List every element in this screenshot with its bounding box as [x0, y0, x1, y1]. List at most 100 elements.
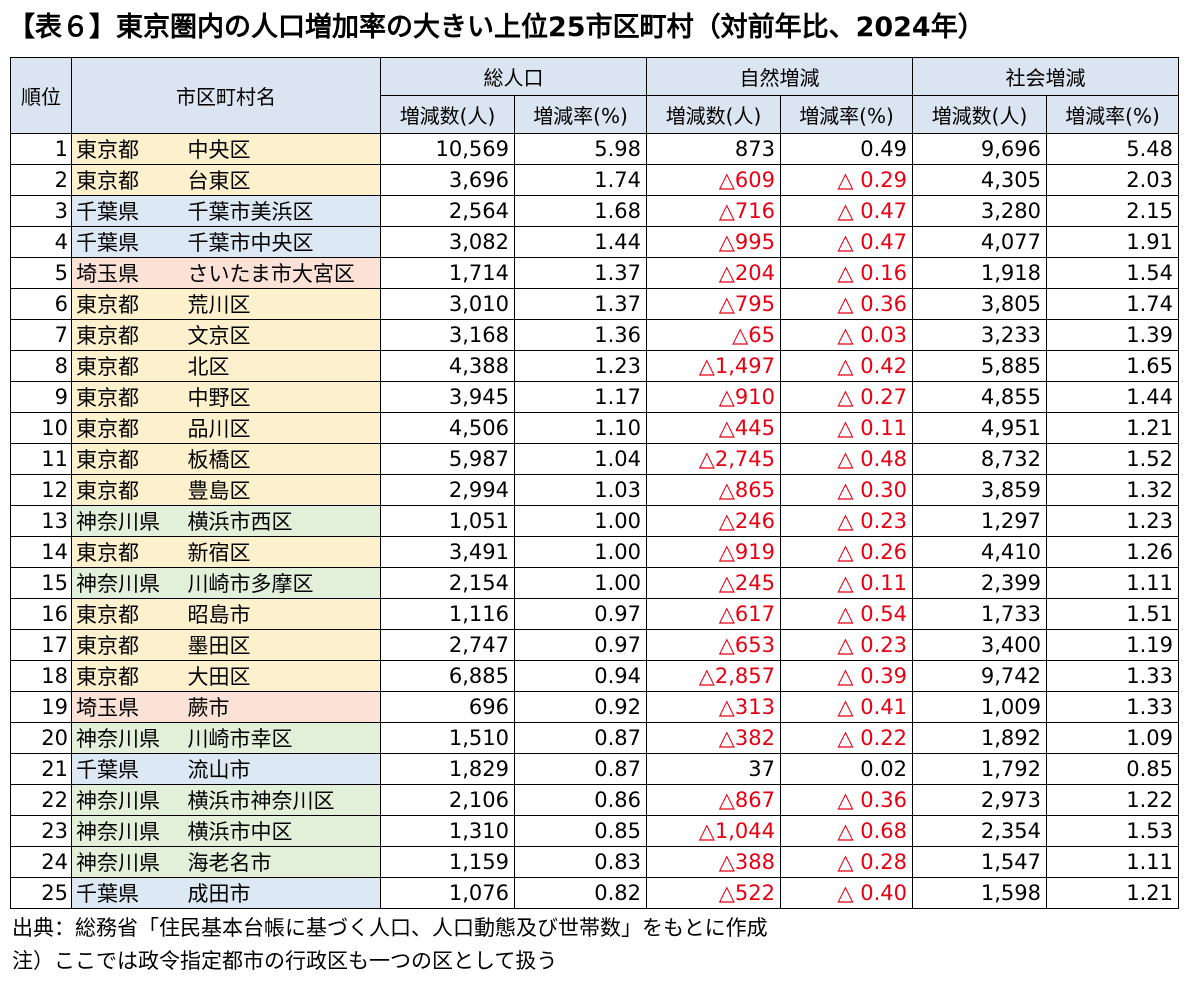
natural-rate-cell: △ 0.11 — [780, 567, 913, 599]
social-rate-cell: 1.21 — [1046, 877, 1179, 909]
table-row: 11 東京都 板橋区 5,987 1.04 △2,745 △ 0.48 8,732 1.52 — [10, 443, 1179, 475]
social-rate-cell: 1.39 — [1046, 319, 1179, 351]
header-sub-total-count: 増減数(人) — [380, 95, 515, 134]
total-rate-cell: 1.17 — [514, 381, 647, 413]
social-count-cell: 1,547 — [912, 846, 1047, 878]
social-rate-cell: 1.44 — [1046, 381, 1179, 413]
social-rate-cell: 0.85 — [1046, 753, 1179, 785]
rank-cell: 20 — [10, 722, 72, 754]
table-row: 18 東京都 大田区 6,885 0.94 △2,857 △ 0.39 9,742 1.33 — [10, 660, 1179, 692]
natural-rate-cell: △ 0.41 — [780, 691, 913, 723]
prefecture-cell: 神奈川県 — [71, 567, 182, 599]
municipality-cell: 海老名市 — [181, 846, 381, 878]
source-note: 出典：総務省「住民基本台帳に基づく人口、人口動態及び世帯数」をもとに作成 — [12, 916, 768, 940]
total-rate-cell: 1.10 — [514, 412, 647, 444]
natural-count-cell: 873 — [646, 133, 781, 165]
prefecture-cell: 東京都 — [71, 381, 182, 413]
natural-count-cell: △919 — [646, 536, 781, 568]
municipality-cell: 横浜市神奈川区 — [181, 784, 381, 816]
total-rate-cell: 1.00 — [514, 567, 647, 599]
total-rate-cell: 0.87 — [514, 753, 647, 785]
municipality-cell: 川崎市幸区 — [181, 722, 381, 754]
natural-count-cell: △65 — [646, 319, 781, 351]
table-row: 13 神奈川県 横浜市西区 1,051 1.00 △246 △ 0.23 1,297 1.23 — [10, 505, 1179, 537]
social-count-cell: 1,792 — [912, 753, 1047, 785]
social-count-cell: 9,696 — [912, 133, 1047, 165]
total-count-cell: 1,510 — [380, 722, 515, 754]
rank-cell: 23 — [10, 815, 72, 847]
table-row: 25 千葉県 成田市 1,076 0.82 △522 △ 0.40 1,598 1.21 — [10, 877, 1179, 909]
prefecture-cell: 東京都 — [71, 350, 182, 382]
natural-count-cell: △445 — [646, 412, 781, 444]
rank-cell: 13 — [10, 505, 72, 537]
table-row: 19 埼玉県 蕨市 696 0.92 △313 △ 0.41 1,009 1.33 — [10, 691, 1179, 723]
natural-count-cell: 37 — [646, 753, 781, 785]
social-rate-cell: 1.11 — [1046, 567, 1179, 599]
total-rate-cell: 1.36 — [514, 319, 647, 351]
social-rate-cell: 1.53 — [1046, 815, 1179, 847]
prefecture-cell: 東京都 — [71, 288, 182, 320]
natural-count-cell: △2,857 — [646, 660, 781, 692]
municipality-cell: 横浜市西区 — [181, 505, 381, 537]
rank-cell: 12 — [10, 474, 72, 506]
natural-count-cell: △382 — [646, 722, 781, 754]
municipality-cell: 豊島区 — [181, 474, 381, 506]
natural-rate-cell: △ 0.29 — [780, 164, 913, 196]
municipality-cell: 千葉市美浜区 — [181, 195, 381, 227]
prefecture-cell: 東京都 — [71, 536, 182, 568]
natural-count-cell: △609 — [646, 164, 781, 196]
total-rate-cell: 5.98 — [514, 133, 647, 165]
municipality-cell: さいたま市大宮区 — [181, 257, 381, 289]
social-rate-cell: 2.15 — [1046, 195, 1179, 227]
municipality-cell: 千葉市中央区 — [181, 226, 381, 258]
table-row: 10 東京都 品川区 4,506 1.10 △445 △ 0.11 4,951 1.21 — [10, 412, 1179, 444]
natural-rate-cell: △ 0.47 — [780, 195, 913, 227]
social-count-cell: 4,077 — [912, 226, 1047, 258]
header-rank: 順位 — [10, 57, 72, 134]
natural-count-cell: △246 — [646, 505, 781, 537]
total-count-cell: 2,106 — [380, 784, 515, 816]
social-rate-cell: 1.23 — [1046, 505, 1179, 537]
table-row: 1 東京都 中央区 10,569 5.98 873 0.49 9,696 5.48 — [10, 133, 1179, 165]
prefecture-cell: 東京都 — [71, 164, 182, 196]
natural-rate-cell: △ 0.47 — [780, 226, 913, 258]
natural-count-cell: △795 — [646, 288, 781, 320]
rank-cell: 21 — [10, 753, 72, 785]
table-row: 2 東京都 台東区 3,696 1.74 △609 △ 0.29 4,305 2.03 — [10, 164, 1179, 196]
rank-cell: 22 — [10, 784, 72, 816]
social-rate-cell: 1.52 — [1046, 443, 1179, 475]
municipality-cell: 蕨市 — [181, 691, 381, 723]
rank-cell: 5 — [10, 257, 72, 289]
natural-count-cell: △388 — [646, 846, 781, 878]
municipality-cell: 横浜市中区 — [181, 815, 381, 847]
rank-cell: 6 — [10, 288, 72, 320]
total-count-cell: 2,154 — [380, 567, 515, 599]
rank-cell: 4 — [10, 226, 72, 258]
social-count-cell: 3,400 — [912, 629, 1047, 661]
natural-rate-cell: 0.49 — [780, 133, 913, 165]
table-row: 6 東京都 荒川区 3,010 1.37 △795 △ 0.36 3,805 1.74 — [10, 288, 1179, 320]
total-count-cell: 1,159 — [380, 846, 515, 878]
table-body: 1 東京都 中央区 10,569 5.98 873 0.49 9,696 5.48 2 東京都 台東区… — [10, 133, 1179, 909]
prefecture-cell: 東京都 — [71, 629, 182, 661]
prefecture-cell: 東京都 — [71, 133, 182, 165]
natural-rate-cell: △ 0.54 — [780, 598, 913, 630]
social-count-cell: 9,742 — [912, 660, 1047, 692]
natural-count-cell: △522 — [646, 877, 781, 909]
natural-rate-cell: △ 0.28 — [780, 846, 913, 878]
rank-cell: 2 — [10, 164, 72, 196]
total-count-cell: 10,569 — [380, 133, 515, 165]
total-rate-cell: 1.03 — [514, 474, 647, 506]
natural-rate-cell: △ 0.40 — [780, 877, 913, 909]
municipality-cell: 中野区 — [181, 381, 381, 413]
natural-rate-cell: △ 0.11 — [780, 412, 913, 444]
total-count-cell: 3,082 — [380, 226, 515, 258]
natural-count-cell: △867 — [646, 784, 781, 816]
prefecture-cell: 千葉県 — [71, 877, 182, 909]
municipality-cell: 川崎市多摩区 — [181, 567, 381, 599]
total-count-cell: 1,829 — [380, 753, 515, 785]
total-count-cell: 5,987 — [380, 443, 515, 475]
prefecture-cell: 神奈川県 — [71, 722, 182, 754]
social-rate-cell: 2.03 — [1046, 164, 1179, 196]
total-count-cell: 3,010 — [380, 288, 515, 320]
